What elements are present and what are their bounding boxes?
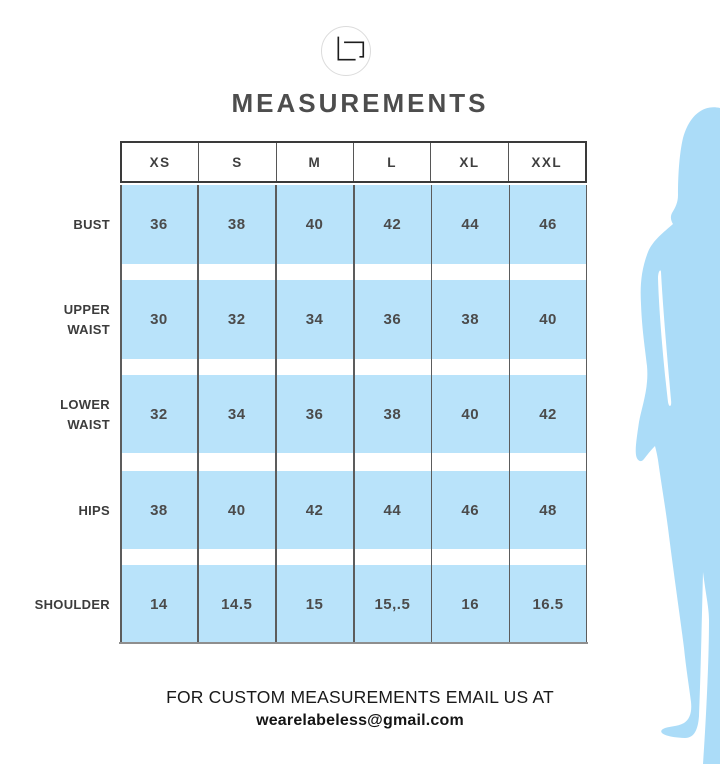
- size-cell: 42: [539, 405, 557, 423]
- size-cell: 36: [383, 311, 402, 328]
- size-header-row: XS S M L XL XXL: [120, 141, 587, 183]
- size-cell: 38: [461, 311, 480, 328]
- size-cell: 42: [305, 501, 324, 519]
- brand-logo: [321, 26, 371, 76]
- size-cell: 46: [539, 216, 557, 233]
- size-cell: 16.5: [532, 595, 564, 613]
- female-silhouette-figure: [635, 107, 720, 764]
- size-cell: 40: [539, 311, 557, 328]
- size-cell: 34: [305, 311, 324, 328]
- size-cell: 44: [461, 216, 480, 233]
- size-cell: 42: [383, 216, 402, 233]
- size-cell: 40: [461, 405, 480, 423]
- row-label-shoulder: SHOULDER: [34, 597, 110, 612]
- size-cell: 36: [150, 216, 168, 233]
- size-column-header: XL: [431, 143, 509, 181]
- size-cell: 40: [227, 501, 246, 519]
- size-cell: 48: [539, 501, 557, 519]
- table-bottom-border: [119, 642, 588, 644]
- size-column-header: M: [277, 143, 354, 181]
- column-divider: [585, 185, 587, 643]
- column-divider: [275, 185, 277, 643]
- ll-monogram-icon: [337, 36, 365, 61]
- column-divider: [353, 185, 355, 643]
- size-cell: 32: [150, 405, 168, 423]
- size-cell: 40: [305, 216, 324, 233]
- size-cell: 32: [227, 311, 246, 328]
- size-cell: 34: [227, 405, 246, 423]
- size-cell: 38: [150, 501, 168, 519]
- size-cell: 38: [383, 405, 402, 423]
- size-table-body: 36 38 40 42 44 46 30 32 34 36 38 40 32 3…: [119, 185, 588, 645]
- size-column-header: XXL: [531, 154, 563, 170]
- row-label-hips: HIPS: [78, 503, 110, 518]
- size-cell: 16: [461, 595, 480, 613]
- page-title: MEASUREMENTS: [231, 88, 489, 118]
- size-cell: 15,.5: [374, 595, 411, 613]
- column-divider: [430, 185, 433, 643]
- size-cell: 15: [305, 595, 324, 613]
- size-cell: 30: [150, 311, 168, 328]
- contact-email: wearelabeless@gmail.com: [256, 712, 464, 729]
- size-column-header: L: [354, 143, 432, 181]
- size-chart-table: XS S M L XL XXL 36 38 40 42 44 46 30 32 …: [119, 141, 588, 646]
- column-divider: [120, 185, 122, 643]
- size-cell: 36: [305, 405, 324, 423]
- size-cell: 46: [461, 501, 480, 519]
- custom-measurements-note: FOR CUSTOM MEASUREMENTS EMAIL US AT: [166, 687, 554, 707]
- column-divider: [508, 185, 511, 643]
- row-label-upper-waist: UPPER WAIST: [63, 302, 110, 337]
- size-cell: 38: [227, 216, 246, 233]
- size-cell: 14: [150, 595, 168, 613]
- row-label-lower-waist: LOWER WAIST: [60, 397, 110, 432]
- size-column-header: XS: [122, 143, 200, 181]
- column-divider: [197, 185, 199, 643]
- size-column-header: S: [199, 143, 277, 181]
- row-label-bust: BUST: [73, 217, 110, 232]
- size-cell: 14.5: [221, 595, 253, 613]
- size-cell: 44: [383, 501, 402, 519]
